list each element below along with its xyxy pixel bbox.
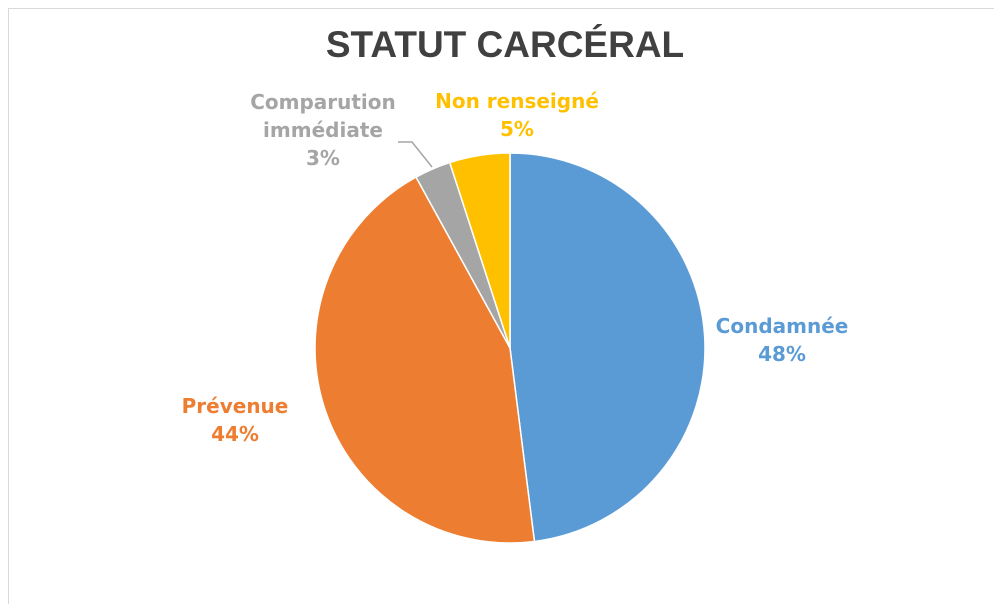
leader-line	[398, 141, 433, 168]
slice-label: Non renseigné 5%	[417, 87, 617, 143]
category-label: Prévenue	[181, 394, 289, 418]
value-label: 3%	[306, 146, 340, 170]
pie-slice	[448, 152, 511, 349]
category-label: Comparution immédiate	[250, 90, 396, 142]
slice-label: Comparution immédiate 3%	[248, 88, 398, 172]
slice-label: Prévenue 44%	[155, 392, 315, 448]
value-label: 44%	[211, 422, 259, 446]
value-label: 5%	[500, 117, 534, 141]
category-label: Condamnée	[715, 314, 849, 338]
category-label: Non renseigné	[435, 89, 599, 113]
slice-label: Condamnée 48%	[682, 312, 882, 368]
pie-slice	[509, 152, 706, 543]
chart-title: STATUT CARCÉRAL	[325, 24, 685, 65]
pie-slice	[314, 176, 536, 544]
chart-border	[8, 8, 994, 604]
value-label: 48%	[758, 342, 806, 366]
